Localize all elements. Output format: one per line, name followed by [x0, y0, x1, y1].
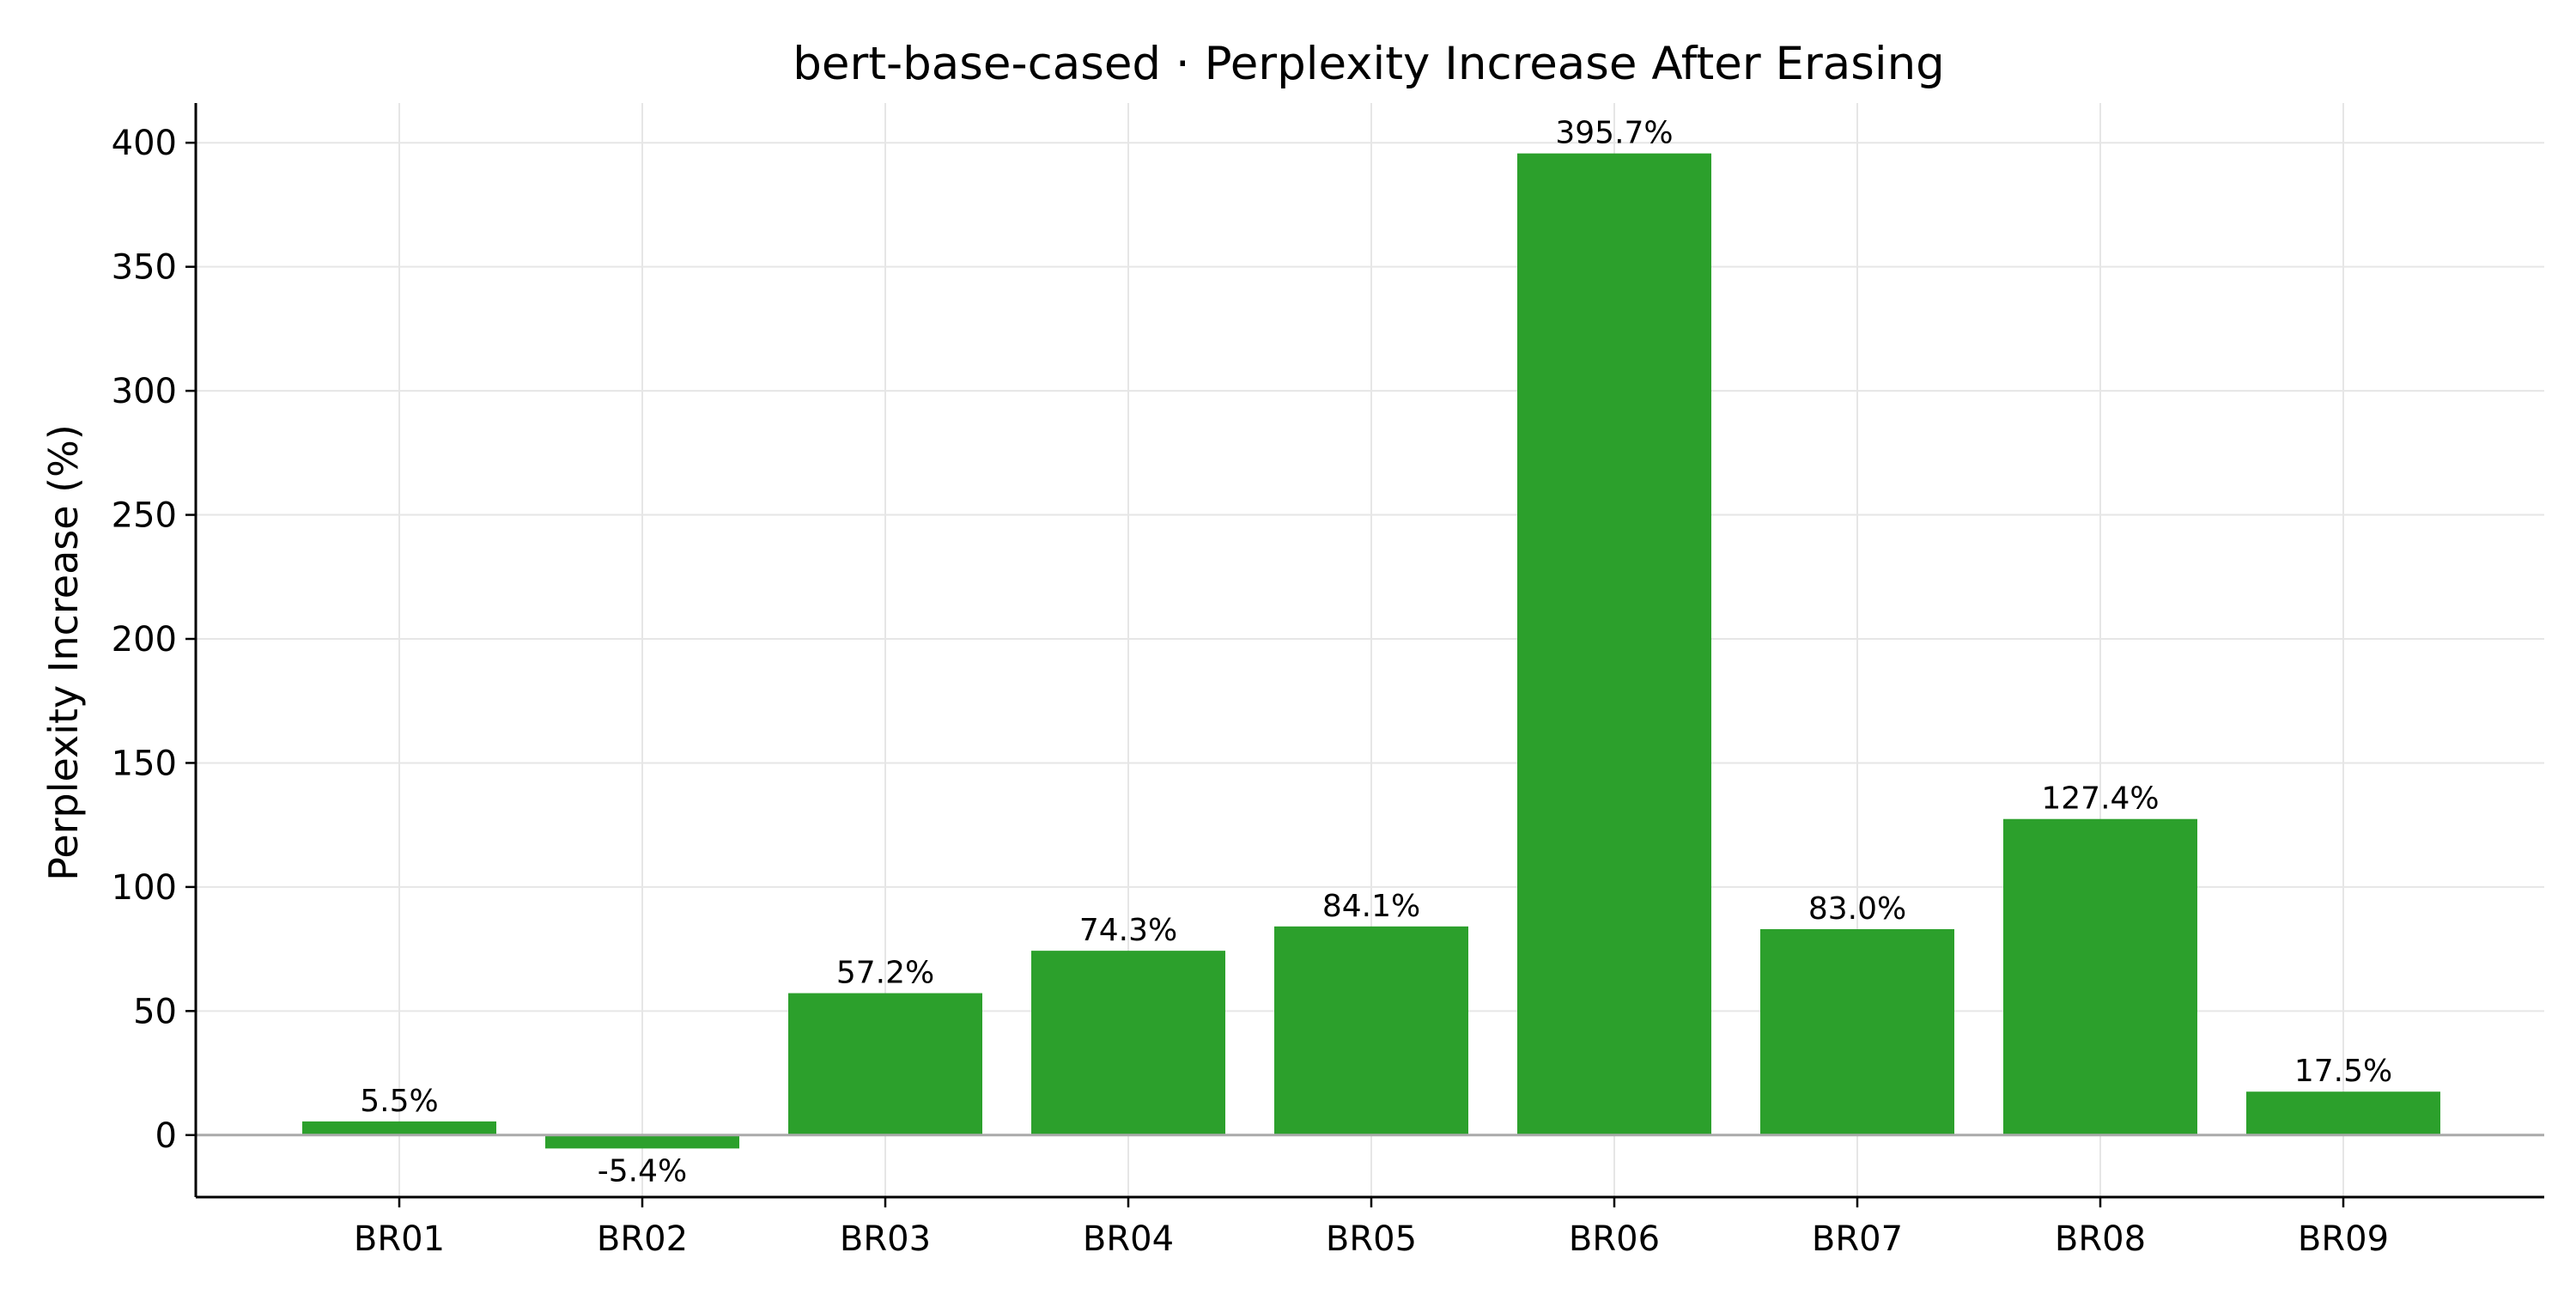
x-tick-label-br04: BR04: [1083, 1219, 1174, 1259]
bar-br03: [788, 993, 982, 1135]
y-axis-label: Perplexity Increase (%): [40, 424, 87, 881]
bar-br01: [302, 1121, 496, 1135]
x-tick-label-br06: BR06: [1569, 1219, 1660, 1259]
bar-br02: [545, 1134, 739, 1149]
value-label-br07: 83.0%: [1808, 891, 1906, 927]
ticks-layer: 0 50 100 150 200 250 300 350 400 BR01 BR02 BR03 BR04…: [112, 124, 2389, 1259]
value-label-br06: 395.7%: [1555, 116, 1673, 151]
bar-br07: [1760, 929, 1954, 1135]
x-tick-label-br09: BR09: [2298, 1219, 2389, 1259]
value-labels-layer: 5.5% -5.4% 57.2% 74.3% 84.1% 395.7% 83.0% 127.4…: [360, 116, 2392, 1189]
value-label-br02: -5.4%: [598, 1153, 687, 1189]
chart-title: bert-base-cased · Perplexity Increase Af…: [793, 38, 1945, 90]
y-tick-label-200: 200: [112, 620, 177, 660]
y-tick-label-100: 100: [112, 868, 177, 908]
y-tick-label-150: 150: [112, 744, 177, 783]
x-tick-label-br02: BR02: [597, 1219, 688, 1259]
y-tick-label-300: 300: [112, 372, 177, 411]
x-tick-label-br03: BR03: [840, 1219, 931, 1259]
bar-br09: [2246, 1091, 2440, 1135]
bars-layer: [302, 153, 2440, 1149]
axes-layer: [194, 103, 2544, 1199]
x-tick-label-br01: BR01: [354, 1219, 445, 1259]
bar-br08: [2003, 818, 2197, 1135]
x-tick-label-br05: BR05: [1326, 1219, 1417, 1259]
value-label-br01: 5.5%: [360, 1084, 438, 1119]
y-tick-label-400: 400: [112, 124, 177, 163]
bar-br06: [1517, 153, 1711, 1135]
value-label-br04: 74.3%: [1079, 913, 1177, 948]
x-tick-label-br07: BR07: [1812, 1219, 1903, 1259]
bar-br04: [1031, 951, 1225, 1135]
y-tick-label-50: 50: [133, 992, 177, 1031]
value-label-br05: 84.1%: [1322, 889, 1420, 924]
y-tick-label-0: 0: [155, 1116, 177, 1156]
y-tick-label-250: 250: [112, 496, 177, 536]
x-tick-label-br08: BR08: [2055, 1219, 2146, 1259]
value-label-br03: 57.2%: [836, 956, 934, 991]
value-label-br09: 17.5%: [2294, 1054, 2392, 1089]
value-label-br08: 127.4%: [2041, 781, 2159, 817]
bar-br05: [1274, 926, 1468, 1135]
y-tick-label-350: 350: [112, 248, 177, 288]
